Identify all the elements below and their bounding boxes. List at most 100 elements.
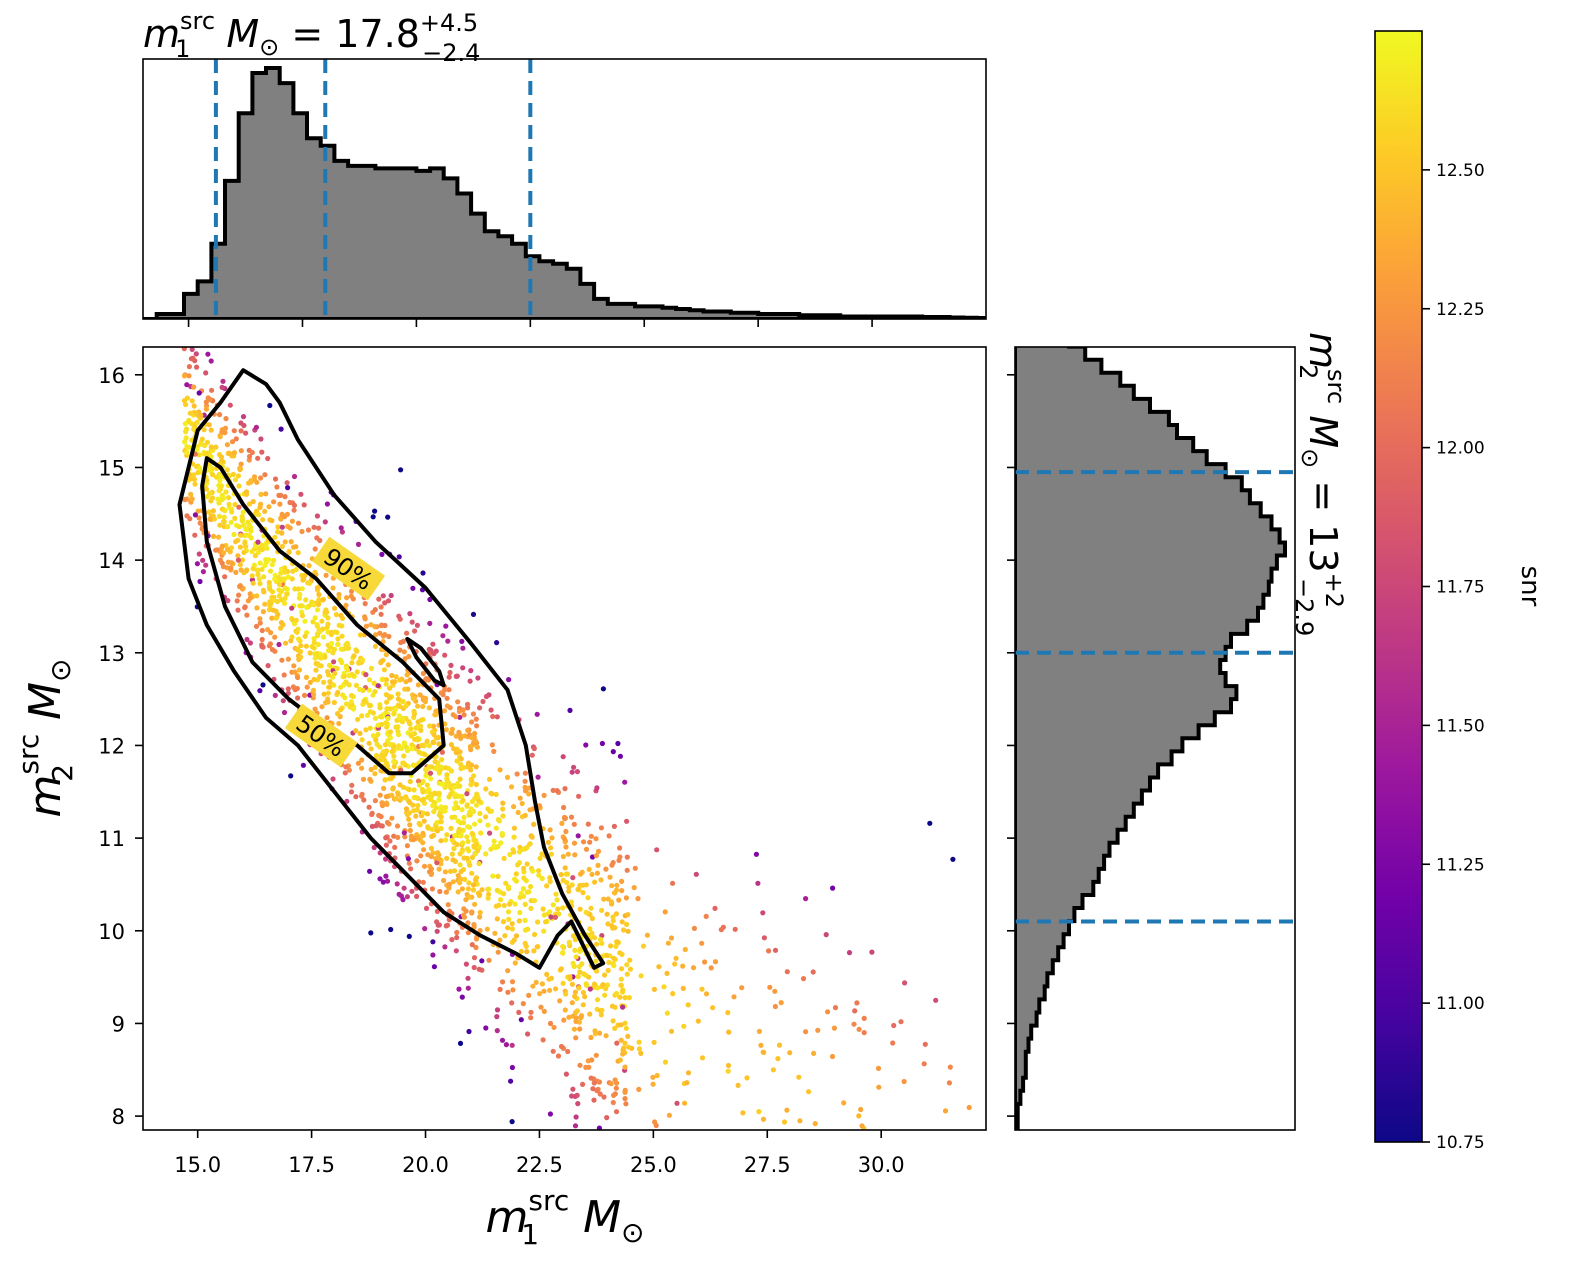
scatter-point (299, 613, 305, 619)
scatter-point (372, 771, 378, 777)
scatter-point (471, 837, 477, 843)
scatter-point (620, 987, 626, 993)
scatter-point (561, 804, 567, 811)
scatter-point (605, 921, 611, 927)
scatter-point (257, 688, 263, 694)
scatter-point (500, 919, 507, 925)
scatter-point (438, 819, 444, 825)
scatter-point (488, 808, 495, 814)
scatter-point (406, 653, 412, 660)
scatter-point (457, 1040, 464, 1046)
scatter-point (397, 677, 403, 683)
scatter-point (519, 800, 525, 807)
scatter-point (404, 630, 410, 636)
scatter-point (262, 508, 268, 514)
scatter-point (383, 856, 389, 862)
scatter-point (484, 926, 490, 932)
scatter-point (355, 760, 361, 766)
scatter-point (346, 767, 352, 773)
scatter-point (532, 931, 538, 938)
scatter-point (393, 796, 399, 802)
scatter-point (299, 586, 305, 592)
scatter-point (510, 804, 517, 810)
scatter-point (594, 941, 600, 947)
scatter-point (509, 1064, 515, 1071)
scatter-point (293, 544, 299, 550)
scatter-point (405, 856, 411, 862)
scatter-point (458, 756, 464, 762)
scatter-point (922, 1041, 928, 1047)
scatter-point (497, 937, 503, 943)
scatter-point (421, 863, 428, 869)
scatter-point (236, 504, 242, 510)
scatter-point (368, 746, 374, 752)
scatter-point (219, 496, 225, 502)
scatter-point (553, 986, 559, 992)
scatter-point (490, 873, 496, 879)
scatter-point (469, 854, 475, 861)
scatter-point (203, 451, 209, 457)
scatter-point (259, 542, 265, 548)
scatter-point (725, 1062, 732, 1069)
scatter-point (445, 902, 451, 908)
scatter-point (378, 814, 384, 820)
scatter-point (483, 1025, 489, 1031)
scatter-point (385, 715, 391, 722)
scatter-point (526, 791, 532, 797)
scatter-point (473, 936, 480, 942)
scatter-point (420, 879, 426, 885)
scatter-point (304, 604, 310, 611)
scatter-point (222, 508, 228, 514)
scatter-point (295, 550, 301, 556)
scatter-point (316, 525, 322, 531)
scatter-point (238, 461, 244, 467)
scatter-point (289, 617, 296, 623)
contour-island-2 (405, 636, 446, 688)
scatter-point (199, 526, 205, 532)
scatter-point (611, 890, 618, 896)
scatter-point (343, 701, 350, 707)
scatter-point (317, 537, 323, 544)
scatter-point (314, 622, 320, 628)
scatter-point (259, 566, 265, 573)
scatter-point (243, 491, 250, 497)
scatter-point (829, 1053, 836, 1060)
scatter-point (541, 1008, 547, 1015)
scatter-point (508, 1078, 514, 1084)
scatter-point (362, 616, 368, 622)
scatter-point (465, 824, 471, 830)
scatter-point (335, 711, 341, 717)
scatter-point (739, 985, 745, 991)
main-ytick-label: 10 (98, 920, 125, 944)
scatter-point (527, 841, 533, 847)
scatter-point (547, 875, 553, 881)
scatter-point (289, 605, 295, 611)
scatter-point (901, 1078, 907, 1085)
scatter-point (589, 915, 596, 922)
scatter-point (611, 963, 617, 969)
scatter-point (385, 514, 391, 520)
scatter-point (369, 810, 375, 816)
scatter-point (396, 554, 402, 560)
scatter-point (395, 691, 401, 697)
scatter-point (674, 1100, 680, 1106)
scatter-point (383, 835, 389, 841)
scatter-point (199, 436, 205, 442)
scatter-point (435, 855, 442, 862)
scatter-point (468, 782, 474, 788)
scatter-point (505, 909, 512, 915)
scatter-point (336, 720, 342, 727)
top-xaxis (187, 319, 873, 327)
scatter-point (389, 672, 395, 679)
scatter-point (224, 442, 230, 448)
scatter-point (859, 1123, 865, 1129)
scatter-point (579, 961, 585, 967)
scatter-point (448, 662, 454, 669)
right-title-sup: src (1322, 369, 1350, 404)
scatter-point (367, 709, 373, 715)
scatter-point (465, 985, 471, 991)
scatter-point (624, 854, 630, 860)
scatter-point (710, 1005, 716, 1011)
scatter-point (284, 480, 290, 486)
scatter-point (590, 1086, 596, 1092)
